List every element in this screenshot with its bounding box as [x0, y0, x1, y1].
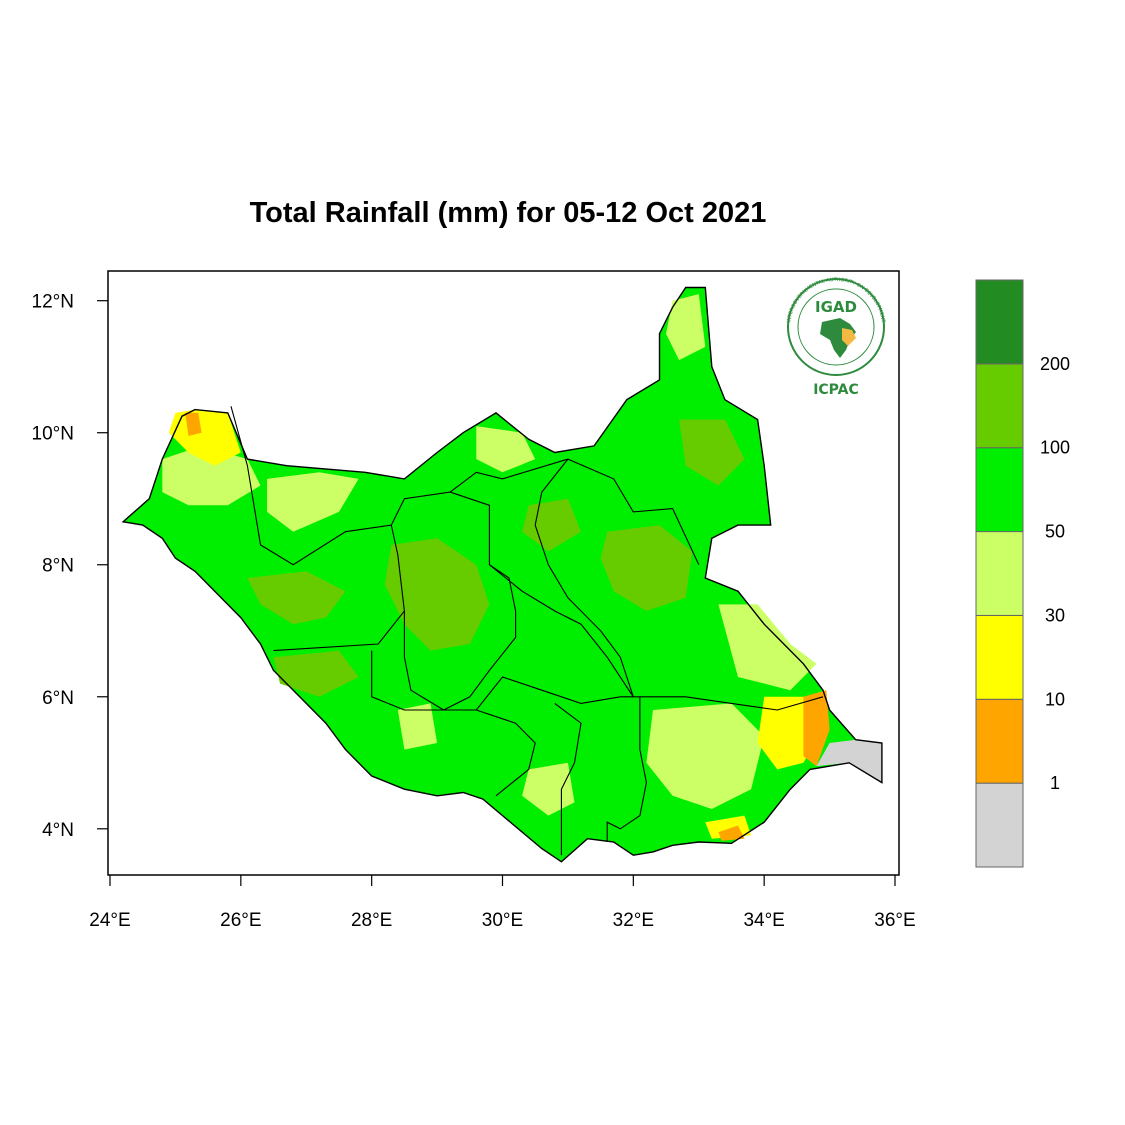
- rainfall-region-6: [273, 650, 359, 697]
- igad-logo: INTERGOVERNMENTAL AUTHORITY ON DEVELOPME…: [786, 277, 886, 398]
- rainfall-region-12: [718, 604, 817, 691]
- map-layer: [121, 286, 883, 863]
- y-tick-label: 6°N: [42, 688, 74, 709]
- x-axis: 24°E 26°E 28°E 30°E 32°E 34°E 36°E: [89, 875, 916, 931]
- legend-box: [975, 698, 1024, 784]
- legend-box: [975, 531, 1024, 616]
- rainfall-region-5: [679, 419, 745, 486]
- rainfall-region-14: [397, 703, 438, 750]
- africa-map-icon: [820, 318, 856, 358]
- y-tick-label: 12°N: [32, 292, 74, 313]
- legend-box: [975, 363, 1024, 449]
- rainfall-region-4: [522, 498, 581, 552]
- map-frame: [107, 270, 900, 876]
- x-tick-label: 30°E: [482, 910, 523, 931]
- legend-box: [975, 782, 1024, 868]
- legend-box: [975, 279, 1024, 365]
- igad-region-icon: [842, 328, 856, 346]
- x-tick-label: 28°E: [351, 910, 392, 931]
- rainfall-region-11: [646, 703, 765, 809]
- state-boundary-6: [476, 709, 536, 797]
- state-boundary-4: [534, 458, 634, 697]
- rainfall-region-7: [162, 445, 261, 506]
- state-boundary-5: [371, 650, 824, 711]
- state-boundary-8: [606, 696, 647, 842]
- country-outline: [121, 286, 883, 863]
- state-boundary-1: [390, 491, 517, 711]
- legend-box: [975, 447, 1024, 533]
- legend-label: 10: [1045, 689, 1065, 709]
- logo-org: ICPAC: [813, 382, 859, 398]
- rainfall-region-1: [247, 571, 346, 625]
- x-tick-label: 34°E: [743, 910, 784, 931]
- state-boundary-2: [489, 564, 634, 698]
- rainfall-region-21: [816, 739, 882, 783]
- logo-name: IGAD: [815, 298, 857, 316]
- x-tick-label: 32°E: [613, 910, 654, 931]
- map-title: Total Rainfall (mm) for 05-12 Oct 2021: [250, 197, 767, 229]
- legend-label: 100: [1040, 438, 1070, 458]
- color-legend: 1 10 30 50 100 200: [975, 279, 1070, 868]
- state-boundary-3: [449, 458, 700, 565]
- state-boundary-0: [230, 406, 405, 652]
- rainfall-region-2: [384, 538, 490, 651]
- legend-label: 200: [1040, 354, 1070, 374]
- x-tick-label: 26°E: [220, 910, 261, 931]
- legend-box: [975, 614, 1024, 700]
- state-boundary-7: [554, 702, 582, 856]
- rainfall-region-9: [476, 426, 536, 473]
- legend-label: 30: [1045, 605, 1065, 625]
- rainfall-region-3: [600, 525, 693, 611]
- legend-label: 1: [1050, 773, 1060, 793]
- y-axis: 4°N 6°N 8°N 10°N 12°N: [32, 292, 108, 841]
- state-boundaries: [230, 406, 824, 856]
- y-tick-label: 8°N: [42, 556, 74, 577]
- rainfall-region-18: [185, 412, 202, 436]
- legend-label: 50: [1045, 522, 1065, 542]
- x-tick-label: 24°E: [89, 910, 130, 931]
- rainfall-region-19: [803, 690, 830, 767]
- rainfall-region-8: [267, 472, 359, 532]
- rainfall-region-20: [718, 825, 745, 841]
- x-tick-label: 36°E: [874, 910, 915, 931]
- rainfall-region-10: [666, 294, 706, 361]
- y-tick-label: 4°N: [42, 820, 74, 841]
- y-tick-label: 10°N: [32, 424, 74, 445]
